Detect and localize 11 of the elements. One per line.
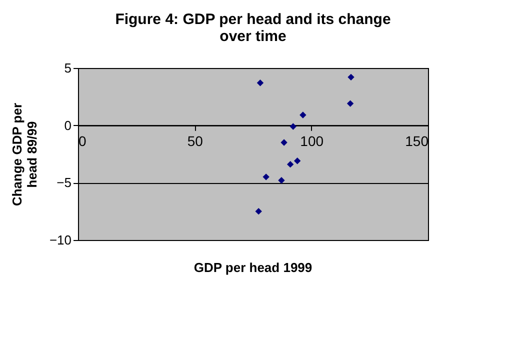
y-tick-label: −10 xyxy=(49,232,72,248)
x-tick-label: 100 xyxy=(300,132,324,149)
y-tick-label: 0 xyxy=(64,118,72,133)
y-axis-title: Change GDP per head 89/99 xyxy=(9,102,40,206)
y-tick-label: 5 xyxy=(64,60,72,76)
x-axis-title: GDP per head 1999 xyxy=(194,260,312,275)
x-tick-label: 50 xyxy=(187,132,204,149)
y-tick-label: −5 xyxy=(56,175,72,190)
x-tick-label: 0 xyxy=(78,132,86,149)
chart-title: Figure 4: GDP per head and its change over time xyxy=(115,11,391,45)
x-tick-label: 150 xyxy=(405,132,429,149)
